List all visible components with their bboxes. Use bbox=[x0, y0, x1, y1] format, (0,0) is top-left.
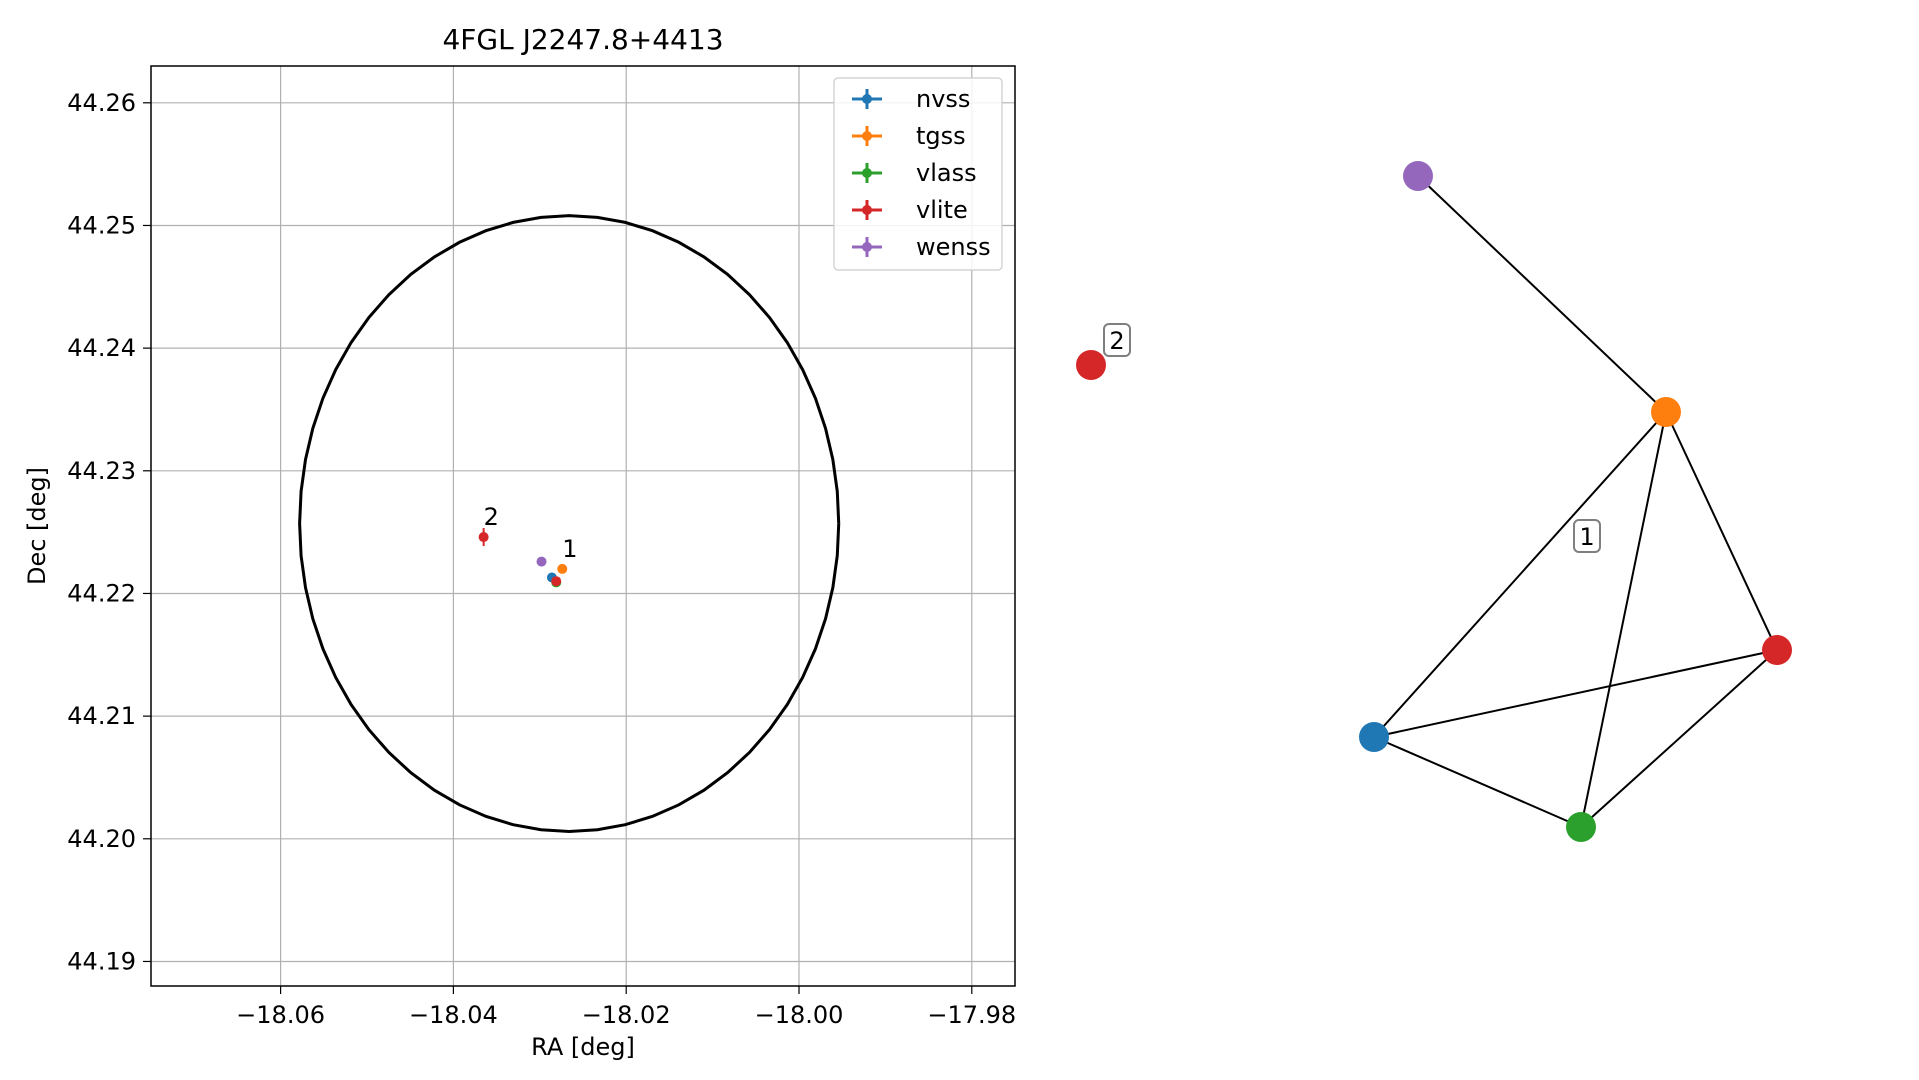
svg-text:1: 1 bbox=[1579, 523, 1594, 551]
y-tick-label: 44.25 bbox=[67, 211, 136, 239]
y-tick-label: 44.19 bbox=[67, 947, 136, 975]
group-label-2: 2 bbox=[1103, 323, 1131, 357]
y-axis-ticks: 44.19 44.20 44.21 44.22 44.23 44.24 44.25 44.26 bbox=[67, 89, 151, 975]
annotation-label: 1 bbox=[562, 535, 577, 563]
y-axis-label: Dec [deg] bbox=[23, 467, 51, 585]
x-axis-ticks: −18.06 −18.04 −18.02 −18.00 −17.98 bbox=[236, 986, 1016, 1029]
group-label-1: 1 bbox=[1573, 519, 1601, 553]
error-ellipse bbox=[298, 214, 841, 833]
group-labels-layer: 12 bbox=[1103, 323, 1601, 553]
x-tick-label: −18.00 bbox=[755, 1001, 844, 1029]
annotations-layer: 12 bbox=[484, 503, 578, 563]
edge-nvss-vlass bbox=[1373, 736, 1582, 828]
node-nvss bbox=[1359, 722, 1389, 752]
legend-item-wenss: wenss bbox=[852, 233, 991, 261]
x-axis-label: RA [deg] bbox=[531, 1033, 635, 1061]
edge-tgss-nvss bbox=[1373, 411, 1667, 738]
edge-nvss-vlite bbox=[1373, 649, 1778, 738]
plot-frame bbox=[150, 65, 1016, 987]
network-graph: 12 bbox=[1076, 161, 1792, 842]
y-tick-label: 44.26 bbox=[67, 89, 136, 117]
legend-box bbox=[833, 77, 1003, 271]
node-vlass bbox=[1566, 812, 1596, 842]
node-tgss bbox=[1651, 397, 1681, 427]
legend-label: tgss bbox=[916, 122, 966, 150]
edge-wenss-tgss bbox=[1417, 175, 1667, 413]
y-tick-label: 44.22 bbox=[67, 579, 136, 607]
edges-layer bbox=[1373, 175, 1778, 828]
node-vlite bbox=[1762, 635, 1792, 665]
legend-label: vlite bbox=[916, 196, 968, 224]
svg-text:2: 2 bbox=[1109, 327, 1124, 355]
legend: nvss tgss vlass vlite wenss bbox=[833, 77, 1003, 271]
nodes-layer bbox=[1076, 161, 1792, 842]
node-wenss bbox=[1403, 161, 1433, 191]
point-tgss bbox=[557, 563, 568, 574]
x-tick-label: −18.04 bbox=[409, 1001, 498, 1029]
error-ellipse-layer bbox=[298, 214, 841, 833]
edge-vlass-vlite bbox=[1580, 649, 1778, 828]
point-vlite bbox=[551, 576, 562, 587]
y-tick-label: 44.23 bbox=[67, 457, 136, 485]
point-wenss bbox=[536, 556, 547, 567]
legend-label: wenss bbox=[916, 233, 991, 261]
legend-item-vlass: vlass bbox=[852, 159, 977, 187]
point-vlite-2 bbox=[478, 528, 489, 547]
edge-tgss-vlass bbox=[1580, 411, 1667, 828]
legend-label: vlass bbox=[916, 159, 977, 187]
legend-label: nvss bbox=[916, 85, 970, 113]
edge-tgss-vlite bbox=[1665, 411, 1778, 651]
chart-title: 4FGL J2247.8+4413 bbox=[442, 23, 723, 56]
legend-item-vlite: vlite bbox=[852, 196, 968, 224]
legend-item-tgss: tgss bbox=[852, 122, 966, 150]
y-tick-label: 44.24 bbox=[67, 334, 136, 362]
legend-item-nvss: nvss bbox=[852, 85, 970, 113]
scatter-chart: 12 −18.06 −18.04 −18.02 −18.00 −17.98 44.194… bbox=[23, 23, 1016, 1061]
annotation-label: 2 bbox=[484, 503, 499, 531]
x-tick-label: −18.02 bbox=[582, 1001, 671, 1029]
y-tick-label: 44.21 bbox=[67, 702, 136, 730]
y-tick-label: 44.20 bbox=[67, 825, 136, 853]
x-tick-label: −17.98 bbox=[927, 1001, 1016, 1029]
grid bbox=[151, 66, 1015, 986]
x-tick-label: −18.06 bbox=[236, 1001, 325, 1029]
data-points-layer bbox=[478, 528, 568, 588]
node-vlite_2 bbox=[1076, 350, 1106, 380]
